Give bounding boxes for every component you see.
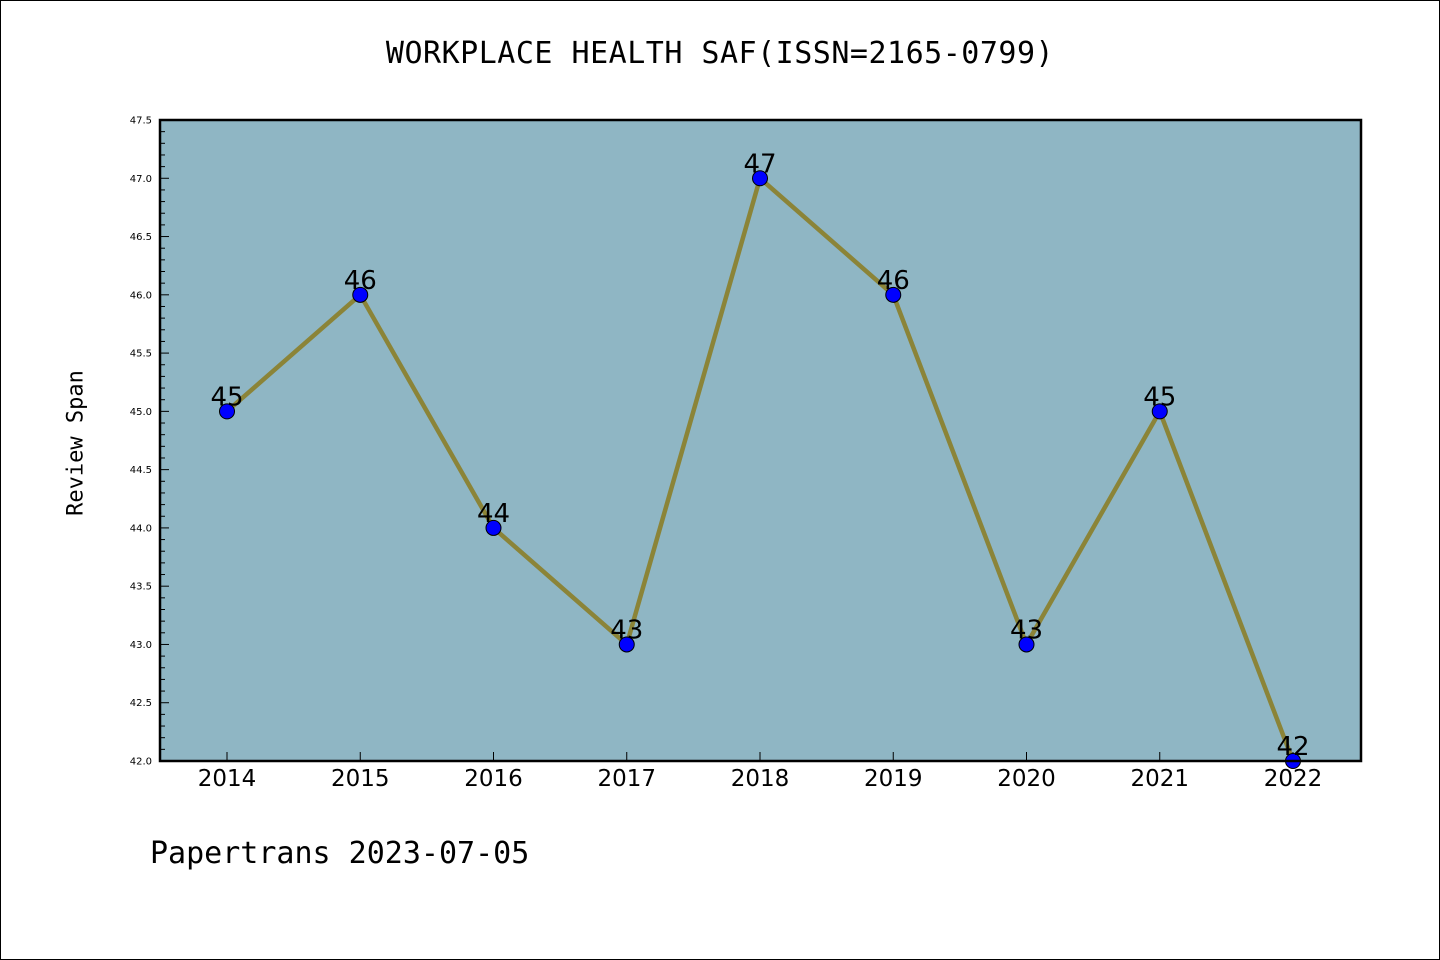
data-label: 45: [1143, 382, 1176, 412]
plot-area: [160, 120, 1361, 761]
data-point: [219, 403, 235, 420]
x-tick-label: 2020: [997, 766, 1056, 792]
y-tick-label: 42.5: [130, 698, 152, 709]
data-point: [1151, 403, 1168, 420]
data-label: 44: [477, 499, 510, 529]
x-axis: 2014 2015 2016 2017 2018 2019 2020 2021 2022: [198, 752, 1323, 792]
x-tick-label: 2015: [331, 766, 390, 792]
data-label: 46: [877, 266, 910, 296]
x-tick-label: 2022: [1264, 766, 1323, 792]
x-tick-label: 2016: [464, 766, 523, 792]
series-markers: [219, 170, 1301, 769]
data-label: 47: [743, 149, 776, 179]
y-tick-label: 47.0: [130, 174, 152, 185]
y-tick-label: 46.0: [130, 290, 152, 301]
y-tick-label: 45.5: [130, 349, 152, 360]
data-point: [618, 636, 635, 653]
y-tick-label: 42.0: [130, 757, 152, 768]
x-tick-label: 2017: [597, 766, 656, 792]
y-tick-label: 44.5: [130, 465, 152, 476]
x-tick-label: 2018: [731, 766, 790, 792]
data-label: 45: [210, 382, 243, 412]
y-tick-label: 43.0: [130, 640, 152, 651]
y-tick-label: 46.5: [130, 232, 152, 243]
data-label: 46: [344, 266, 377, 296]
footer-text: Papertrans 2023-07-05: [150, 836, 530, 871]
chart-title: WORKPLACE HEALTH SAF(ISSN=2165-0799): [385, 36, 1055, 71]
data-point: [1018, 636, 1035, 653]
data-point: [752, 170, 768, 187]
y-tick-label: 47.5: [130, 116, 152, 127]
data-label: 43: [610, 615, 643, 645]
data-point: [352, 286, 369, 303]
y-tick-label: 44.0: [130, 523, 152, 534]
data-point: [485, 519, 502, 536]
y-axis: 42.0 42.5 43.0 43.5 44.0 44.5 45.0 45.5 46.0 46.5…: [130, 116, 169, 768]
plot-border: [158, 118, 1363, 763]
x-tick-label: 2019: [864, 766, 923, 792]
y-tick-label: 45.0: [130, 407, 152, 418]
data-label: 42: [1276, 732, 1309, 762]
y-tick-label: 43.5: [130, 582, 152, 593]
x-tick-label: 2014: [198, 766, 257, 792]
data-labels: 45 46 44 43 47 46 43 45 42: [210, 149, 1309, 762]
x-tick-label: 2021: [1130, 766, 1189, 792]
data-label: 43: [1010, 615, 1043, 645]
data-point: [885, 286, 902, 303]
